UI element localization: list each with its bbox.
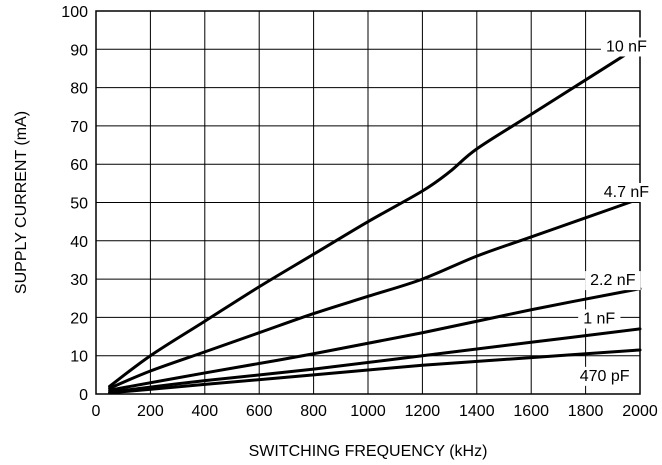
x-tick-label: 1600 <box>513 403 549 420</box>
x-axis-title: SWITCHING FREQUENCY (kHz) <box>249 443 488 460</box>
series-label-background <box>598 183 655 203</box>
y-tick-label: 50 <box>70 196 88 213</box>
series-labels: 10 nF 4.7 nF 2.2 nF 1 nF 470 pF <box>574 37 655 386</box>
x-tick-label: 400 <box>191 403 218 420</box>
series-label-background <box>578 309 621 329</box>
y-tick-label: 30 <box>70 272 88 289</box>
x-tick-label: 2000 <box>622 403 658 420</box>
y-tick-label: 90 <box>70 42 88 59</box>
series-label: 4.7 nF <box>604 184 650 201</box>
y-tick-label: 100 <box>61 4 88 21</box>
series-label-background <box>574 366 635 386</box>
x-tick-label: 1200 <box>405 403 441 420</box>
x-tick-label: 800 <box>300 403 327 420</box>
series-line <box>108 327 642 394</box>
series-line <box>108 43 642 388</box>
series-line <box>108 287 642 392</box>
series-label: 470 pF <box>580 368 630 385</box>
x-tick-labels: 0 200 400 600 800 1000 1200 1400 1600 1800 2000 <box>92 403 658 420</box>
series-line <box>108 348 642 395</box>
series-label-group: 10 nF <box>600 37 653 57</box>
series-label-group: 4.7 nF <box>598 183 655 203</box>
x-tick-label: 1800 <box>568 403 604 420</box>
series-label-background <box>600 37 653 57</box>
series-line <box>108 197 642 390</box>
series-label-group: 2.2 nF <box>585 271 641 291</box>
plot-frame <box>95 10 641 395</box>
y-tick-label: 0 <box>79 387 88 404</box>
y-tick-labels: 0 10 20 30 40 50 60 70 80 90 100 <box>61 4 88 404</box>
series-label-group: 470 pF <box>574 366 635 386</box>
y-tick-label: 80 <box>70 81 88 98</box>
x-tick-label: 600 <box>246 403 273 420</box>
y-tick-label: 20 <box>70 310 88 327</box>
x-tick-label: 0 <box>92 403 101 420</box>
y-tick-label: 70 <box>70 119 88 136</box>
series-label: 10 nF <box>606 38 647 55</box>
y-tick-label: 40 <box>70 234 88 251</box>
series-lines <box>108 43 642 395</box>
x-tick-label: 1400 <box>459 403 495 420</box>
series-label: 2.2 nF <box>590 272 636 289</box>
y-tick-label: 10 <box>70 349 88 366</box>
y-axis-title: SUPPLY CURRENT (mA) <box>13 111 30 294</box>
y-tick-label: 60 <box>70 157 88 174</box>
x-tick-label: 1000 <box>350 403 386 420</box>
series-label-background <box>585 271 641 291</box>
series-label: 1 nF <box>583 310 615 327</box>
series-label-group: 1 nF <box>578 309 621 329</box>
x-tick-label: 200 <box>137 403 164 420</box>
